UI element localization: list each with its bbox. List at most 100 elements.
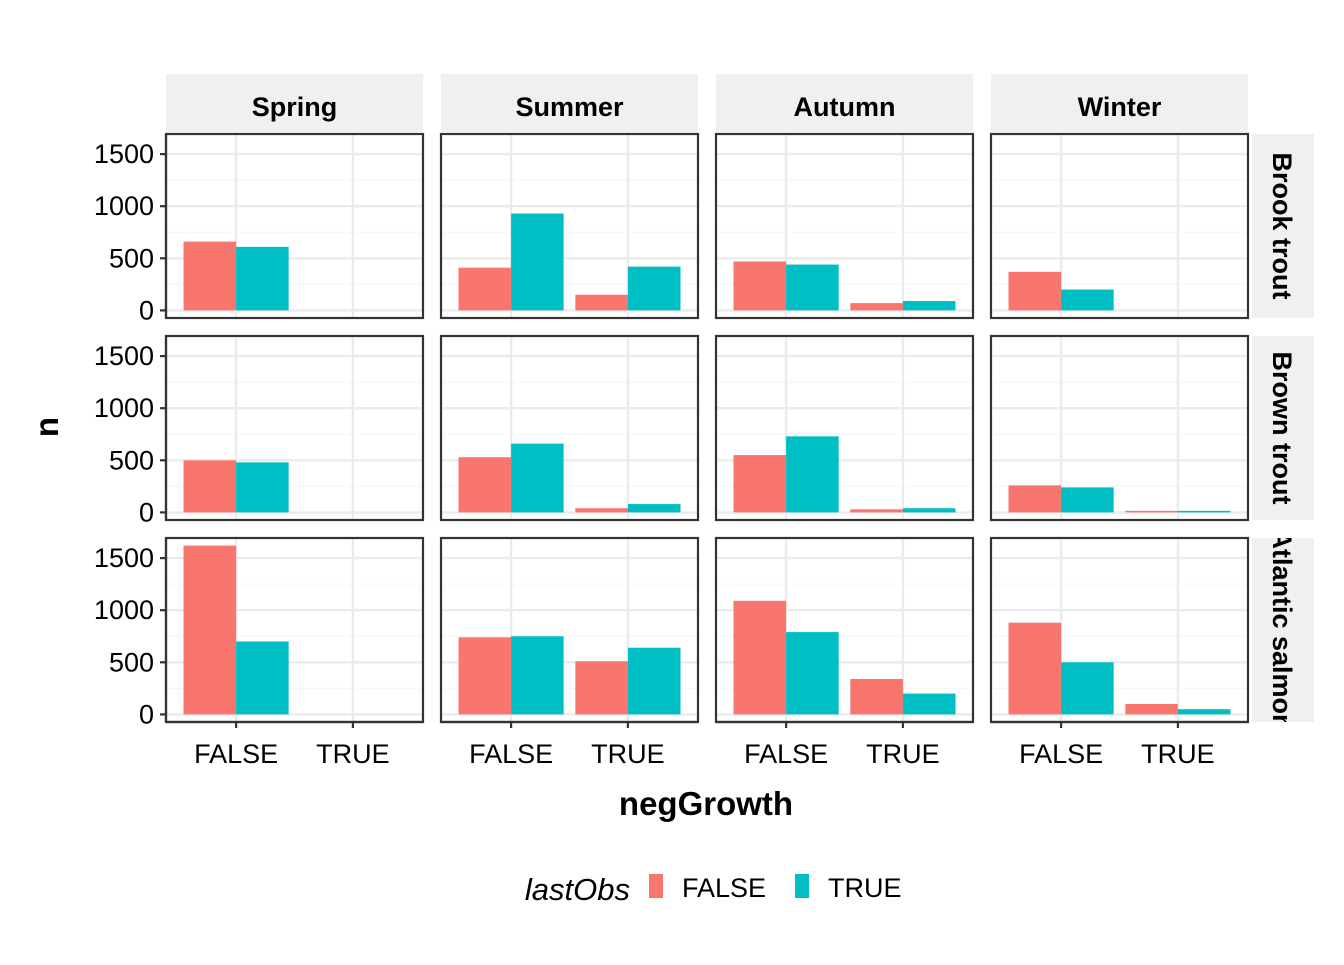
strip-atlantic-salmon <box>1252 538 1314 722</box>
strip-label-winter: Winter <box>1078 92 1162 122</box>
bar-brown-trout-autumn-neggrowth-false-lastobs-true <box>786 436 839 513</box>
y-tick-label: 1500 <box>94 341 154 371</box>
legend-title: lastObs <box>525 872 630 907</box>
y-tick-label: 1000 <box>94 393 154 423</box>
strip-spring <box>166 74 423 132</box>
panel-brook-trout-autumn <box>714 132 975 320</box>
bar-brown-trout-winter-neggrowth-false-lastobs-false <box>1008 485 1062 513</box>
bar-brook-trout-spring-neggrowth-false-lastobs-false <box>183 241 237 311</box>
panel-brook-trout-summer <box>439 132 700 320</box>
y-tick-label: 500 <box>109 243 154 273</box>
bar-brook-trout-autumn-neggrowth-false-lastobs-true <box>786 264 839 311</box>
bar-atlantic-salmon-summer-neggrowth-true-lastobs-true <box>627 647 681 715</box>
bar-brook-trout-autumn-neggrowth-true-lastobs-false <box>850 303 903 311</box>
panel-brook-trout-spring: 0 500 1000 1500 <box>94 132 425 325</box>
bar-brown-trout-autumn-neggrowth-true-lastobs-false <box>850 509 903 513</box>
x-tick-label: FALSE <box>469 739 553 769</box>
x-axis-title: negGrowth <box>619 785 793 822</box>
bar-atlantic-salmon-summer-neggrowth-false-lastobs-false <box>458 637 512 715</box>
bar-atlantic-salmon-summer-neggrowth-false-lastobs-true <box>511 636 564 715</box>
strip-clip-group-brown-trout: Brown trout <box>1267 352 1297 505</box>
bar-brook-trout-autumn-neggrowth-false-lastobs-false <box>733 261 787 311</box>
bar-brown-trout-winter-neggrowth-false-lastobs-true <box>1061 487 1114 513</box>
strip-label-brook-trout: Brook trout <box>1267 153 1297 300</box>
bar-atlantic-salmon-spring-neggrowth-false-lastobs-false <box>183 545 237 715</box>
panel-atlantic-salmon-winter: FALSE TRUE <box>989 536 1250 769</box>
y-tick-label: 500 <box>109 445 154 475</box>
panel-brook-trout-summer-border <box>439 132 700 320</box>
legend: lastObs FALSE TRUE <box>525 872 902 907</box>
y-tick-label: 1500 <box>94 139 154 169</box>
panel-brown-trout-summer-border <box>439 334 700 522</box>
bar-brook-trout-winter-neggrowth-false-lastobs-true <box>1061 289 1114 311</box>
panel-brown-trout-winter-border <box>989 334 1250 522</box>
y-tick-label: 1000 <box>94 191 154 221</box>
bar-brook-trout-summer-neggrowth-true-lastobs-false <box>575 294 628 311</box>
x-tick-label: FALSE <box>744 739 828 769</box>
strip-label-summer: Summer <box>515 92 624 122</box>
bar-brown-trout-spring-neggrowth-false-lastobs-true <box>236 462 289 513</box>
panel-atlantic-salmon-spring: 0 500 1000 1500 FALSE TRUE <box>94 536 425 769</box>
legend-label-true: TRUE <box>828 873 902 903</box>
bar-brook-trout-summer-neggrowth-false-lastobs-true <box>511 213 564 311</box>
bar-atlantic-salmon-autumn-neggrowth-true-lastobs-false <box>850 678 903 715</box>
bar-brown-trout-summer-neggrowth-true-lastobs-true <box>627 504 681 513</box>
x-tick-label: TRUE <box>316 739 390 769</box>
bar-atlantic-salmon-summer-neggrowth-true-lastobs-false <box>575 661 628 715</box>
strip-label-autumn: Autumn <box>794 92 896 122</box>
bar-brook-trout-winter-neggrowth-false-lastobs-false <box>1008 271 1062 311</box>
bar-brook-trout-summer-neggrowth-false-lastobs-false <box>458 267 512 311</box>
x-tick-label: FALSE <box>194 739 278 769</box>
bar-brown-trout-spring-neggrowth-false-lastobs-false <box>183 460 237 513</box>
bar-atlantic-salmon-autumn-neggrowth-true-lastobs-true <box>902 693 956 715</box>
bar-brook-trout-autumn-neggrowth-true-lastobs-true <box>902 301 956 311</box>
bar-brown-trout-winter-neggrowth-true-lastobs-false <box>1125 510 1178 513</box>
bar-brook-trout-summer-neggrowth-true-lastobs-true <box>627 266 681 311</box>
panel-brook-trout-autumn-border <box>714 132 975 320</box>
panel-atlantic-salmon-summer: FALSE TRUE <box>439 536 700 769</box>
strip-clip-group-atlantic-salmon: Atlantic salmon <box>1267 529 1297 730</box>
bar-atlantic-salmon-winter-neggrowth-true-lastobs-false <box>1125 703 1178 715</box>
x-tick-label: FALSE <box>1019 739 1103 769</box>
panel-brown-trout-spring: 0 500 1000 1500 <box>94 334 425 527</box>
strip-label-spring: Spring <box>252 92 338 122</box>
y-axis-title: n <box>28 417 65 437</box>
bar-atlantic-salmon-winter-neggrowth-true-lastobs-true <box>1177 709 1231 715</box>
panel-brown-trout-winter <box>989 334 1250 522</box>
bar-atlantic-salmon-winter-neggrowth-false-lastobs-true <box>1061 662 1114 715</box>
bar-atlantic-salmon-autumn-neggrowth-false-lastobs-false <box>733 600 787 715</box>
x-tick-label: TRUE <box>591 739 665 769</box>
strip-winter <box>991 74 1248 132</box>
bar-atlantic-salmon-winter-neggrowth-false-lastobs-false <box>1008 622 1062 715</box>
y-tick-label: 1000 <box>94 595 154 625</box>
y-tick-label: 0 <box>139 699 154 729</box>
y-tick-label: 500 <box>109 647 154 677</box>
panel-brook-trout-winter <box>989 132 1250 320</box>
legend-label-false: FALSE <box>682 873 766 903</box>
x-tick-label: TRUE <box>866 739 940 769</box>
strip-brook-trout <box>1252 134 1314 318</box>
panel-brown-trout-summer <box>439 334 700 522</box>
panel-brown-trout-autumn <box>714 334 975 522</box>
bar-brown-trout-summer-neggrowth-false-lastobs-true <box>511 443 564 513</box>
bar-brown-trout-autumn-neggrowth-false-lastobs-false <box>733 455 787 513</box>
strip-label-atlantic-salmon: Atlantic salmon <box>1267 529 1297 730</box>
bar-atlantic-salmon-spring-neggrowth-false-lastobs-true <box>236 641 289 715</box>
bar-brown-trout-autumn-neggrowth-true-lastobs-true <box>902 508 956 513</box>
bar-atlantic-salmon-autumn-neggrowth-false-lastobs-true <box>786 632 839 715</box>
y-tick-label: 0 <box>139 295 154 325</box>
y-tick-label: 1500 <box>94 543 154 573</box>
strip-brown-trout <box>1252 336 1314 520</box>
strip-clip-group-brook-trout: Brook trout <box>1267 153 1297 300</box>
bar-brown-trout-winter-neggrowth-true-lastobs-true <box>1177 510 1231 513</box>
strip-label-brown-trout: Brown trout <box>1267 352 1297 505</box>
bar-brown-trout-summer-neggrowth-false-lastobs-false <box>458 457 512 513</box>
strip-autumn <box>716 74 973 132</box>
bar-brook-trout-spring-neggrowth-false-lastobs-true <box>236 246 289 311</box>
panel-atlantic-salmon-autumn: FALSE TRUE <box>714 536 975 769</box>
panel-brook-trout-winter-border <box>989 132 1250 320</box>
panels-layer: Spring Summer Autumn Winter Brook trout Brown… <box>94 74 1314 769</box>
bar-brown-trout-summer-neggrowth-true-lastobs-false <box>575 508 628 513</box>
